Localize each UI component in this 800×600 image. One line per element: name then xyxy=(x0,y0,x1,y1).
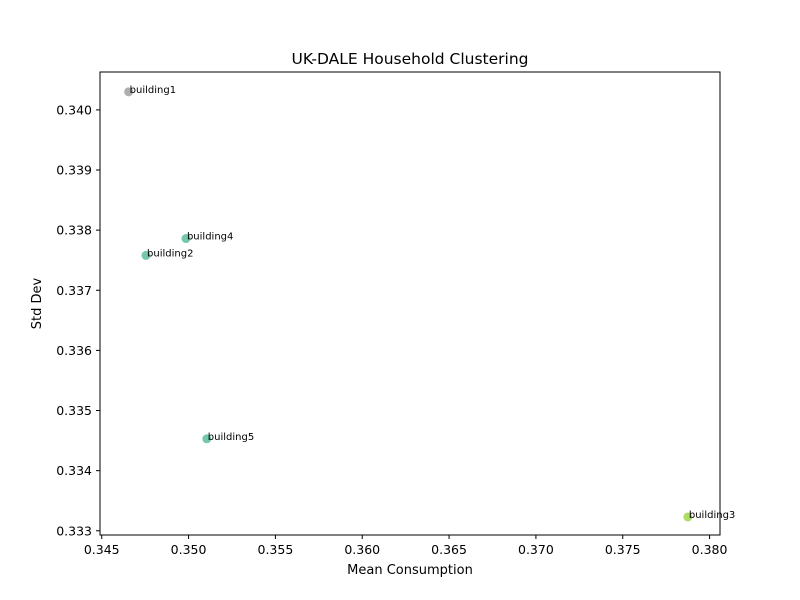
y-tick-label: 0.338 xyxy=(56,223,92,238)
y-tick-label: 0.336 xyxy=(56,343,92,358)
point-label-building4: building4 xyxy=(187,232,233,243)
point-label-building5: building5 xyxy=(208,432,254,443)
chart-title: UK-DALE Household Clustering xyxy=(291,50,528,68)
data-point-building2 xyxy=(141,250,151,260)
plot-area: building1 building2 building4 building5 buil… xyxy=(124,85,735,522)
x-tick-label: 0.360 xyxy=(344,542,380,557)
plot-frame xyxy=(99,71,721,536)
x-tick-label: 0.345 xyxy=(84,542,120,557)
x-tick-label: 0.365 xyxy=(431,542,467,557)
x-tick-label: 0.370 xyxy=(518,542,554,557)
y-tick-label: 0.335 xyxy=(56,403,92,418)
y-tick-label: 0.339 xyxy=(56,163,92,178)
x-tick-label: 0.375 xyxy=(605,542,641,557)
point-label-building3: building3 xyxy=(689,510,735,521)
data-point-building4 xyxy=(181,234,191,244)
y-tick-label: 0.340 xyxy=(56,102,92,117)
x-axis-label: Mean Consumption xyxy=(347,563,473,578)
y-axis-label: Std Dev xyxy=(30,277,45,329)
data-point-building3 xyxy=(683,512,693,522)
x-tick-label: 0.350 xyxy=(171,542,207,557)
x-tick-label: 0.355 xyxy=(258,542,294,557)
data-point-building1 xyxy=(124,87,134,97)
point-label-building2: building2 xyxy=(147,248,193,259)
x-tick-label: 0.380 xyxy=(692,542,728,557)
data-point-building5 xyxy=(202,434,212,444)
y-tick-label: 0.337 xyxy=(56,283,92,298)
point-label-building1: building1 xyxy=(130,85,176,96)
y-tick-label: 0.334 xyxy=(56,463,92,478)
y-tick-label: 0.333 xyxy=(56,523,92,538)
